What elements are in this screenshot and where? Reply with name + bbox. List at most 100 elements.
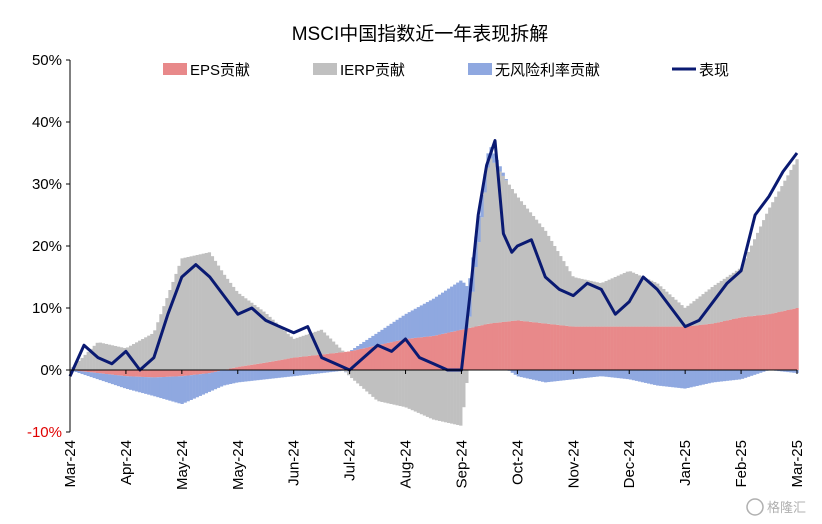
area-bar-2-196 xyxy=(662,370,666,387)
area-bar-0-36 xyxy=(177,370,181,377)
area-bar-2-58 xyxy=(244,370,248,382)
area-bar-2-89 xyxy=(338,370,342,372)
area-bar-2-60 xyxy=(250,370,254,381)
area-bar-0-99 xyxy=(368,346,372,370)
x-tick-label-1: Apr-24 xyxy=(118,440,135,485)
area-bar-0-59 xyxy=(247,365,251,370)
area-bar-2-84 xyxy=(322,370,327,373)
area-bar-1-155 xyxy=(537,223,542,323)
area-bar-0-190 xyxy=(643,326,648,370)
area-bar-1-123 xyxy=(440,370,445,422)
area-bar-1-58 xyxy=(244,298,248,366)
area-bar-0-183 xyxy=(622,326,627,370)
area-bar-0-118 xyxy=(425,336,430,370)
area-bar-0-179 xyxy=(610,326,614,370)
area-bar-1-13 xyxy=(107,344,112,370)
area-bar-2-54 xyxy=(231,370,236,384)
area-bar-1-143 xyxy=(501,175,505,322)
area-bar-0-220 xyxy=(734,318,739,370)
area-bar-0-71 xyxy=(283,359,287,370)
area-bar-0-8 xyxy=(92,370,96,373)
area-bar-2-14 xyxy=(110,374,115,385)
area-bar-0-45 xyxy=(204,370,209,374)
area-bar-1-49 xyxy=(216,265,221,370)
area-bar-2-73 xyxy=(289,370,293,377)
area-bar-1-169 xyxy=(580,278,584,327)
area-bar-2-214 xyxy=(716,370,720,382)
area-bar-0-175 xyxy=(598,326,602,370)
area-bar-1-101 xyxy=(374,370,378,400)
area-bar-0-199 xyxy=(671,326,675,370)
area-bar-2-76 xyxy=(298,370,302,376)
legend-swatch-2 xyxy=(468,63,492,75)
area-bar-1-218 xyxy=(728,274,733,320)
area-bar-2-170 xyxy=(583,370,587,379)
area-bar-2-210 xyxy=(704,370,708,384)
area-bar-2-185 xyxy=(628,370,633,380)
area-bar-2-190 xyxy=(643,370,648,383)
area-bar-1-209 xyxy=(701,294,705,325)
area-bar-1-114 xyxy=(413,370,418,412)
area-bar-2-160 xyxy=(553,370,557,382)
area-bar-0-150 xyxy=(522,321,527,370)
area-bar-0-30 xyxy=(159,370,163,378)
area-bar-0-222 xyxy=(740,317,745,370)
area-bar-2-100 xyxy=(371,335,375,347)
area-bar-2-202 xyxy=(680,370,684,389)
area-bar-1-236 xyxy=(783,180,787,311)
area-bar-0-172 xyxy=(589,326,593,370)
area-bar-0-14 xyxy=(110,370,115,375)
area-bar-0-208 xyxy=(698,324,702,370)
y-tick-label-1: 40% xyxy=(32,114,62,131)
area-bar-0-41 xyxy=(192,370,196,375)
area-bar-2-211 xyxy=(707,370,711,384)
area-bar-0-67 xyxy=(271,361,275,370)
area-bar-0-70 xyxy=(280,359,284,370)
area-bar-1-82 xyxy=(316,330,321,355)
area-bar-1-41 xyxy=(192,255,196,370)
area-bar-0-198 xyxy=(668,326,672,370)
area-bar-1-17 xyxy=(119,347,124,370)
area-bar-0-188 xyxy=(637,326,642,370)
area-bar-2-155 xyxy=(537,370,542,382)
area-bar-1-239 xyxy=(792,164,796,309)
area-bar-1-24 xyxy=(141,339,145,370)
area-bar-2-228 xyxy=(759,370,763,373)
area-bar-0-126 xyxy=(450,331,454,370)
area-bar-1-60 xyxy=(250,302,254,365)
area-bar-2-174 xyxy=(595,370,599,377)
area-bar-1-47 xyxy=(210,256,215,370)
area-bar-0-11 xyxy=(101,370,106,374)
area-bar-0-76 xyxy=(298,356,302,370)
area-bar-0-235 xyxy=(780,311,784,370)
area-bar-0-85 xyxy=(325,353,330,370)
area-bar-2-104 xyxy=(383,327,387,344)
ge-logo-icon xyxy=(746,498,764,516)
area-bar-2-153 xyxy=(531,370,536,380)
area-bar-1-229 xyxy=(762,220,766,315)
area-bar-2-204 xyxy=(686,370,690,388)
area-bar-0-4 xyxy=(80,370,84,372)
area-bar-2-166 xyxy=(571,370,575,380)
area-bar-0-137 xyxy=(483,324,487,370)
area-bar-1-64 xyxy=(262,311,266,363)
area-bar-1-25 xyxy=(144,337,148,370)
area-bar-2-35 xyxy=(174,376,178,403)
area-bar-0-149 xyxy=(519,320,524,370)
area-bar-0-224 xyxy=(746,316,751,370)
area-bar-2-63 xyxy=(259,370,263,380)
area-bar-1-86 xyxy=(328,338,333,354)
area-bar-2-221 xyxy=(737,370,742,380)
area-bar-0-15 xyxy=(113,370,118,376)
area-bar-0-214 xyxy=(716,322,720,370)
area-bar-1-224 xyxy=(746,251,751,317)
area-bar-2-46 xyxy=(207,373,212,392)
area-bar-0-147 xyxy=(513,320,517,370)
area-bar-1-216 xyxy=(722,278,726,322)
area-bar-1-56 xyxy=(238,293,242,367)
area-bar-2-34 xyxy=(171,376,175,402)
area-bar-0-43 xyxy=(198,370,202,375)
area-bar-0-31 xyxy=(162,370,166,377)
area-bar-1-34 xyxy=(171,281,175,370)
area-bar-1-4 xyxy=(80,357,84,370)
